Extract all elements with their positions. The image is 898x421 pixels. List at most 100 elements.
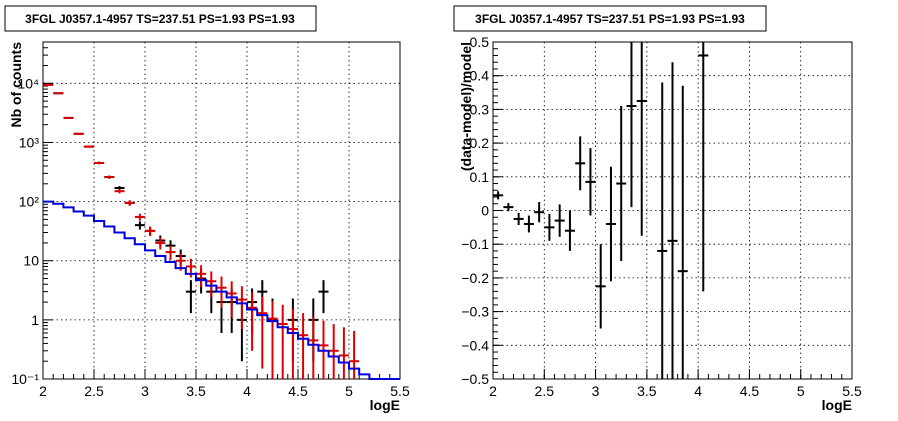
x-tick-label: 3: [141, 383, 149, 399]
left-ticks: [42, 47, 401, 380]
data-point: [513, 212, 524, 225]
model-point: [308, 316, 319, 379]
x-tick-label: 3.5: [186, 383, 206, 399]
x-tick-label: 3.5: [637, 383, 657, 399]
model-point: [287, 308, 298, 379]
x-tick-label: 4.5: [288, 383, 308, 399]
x-tick-label: 5.5: [390, 383, 410, 399]
x-tick-label: 5: [345, 383, 353, 399]
model-point: [63, 116, 74, 119]
left-y-tick-labels: 10⁻¹ 1 10 10² 10³ 10⁴: [11, 75, 39, 387]
y-tick-label: 0: [481, 203, 489, 219]
model-point: [338, 327, 349, 379]
x-tick-label: 4: [243, 383, 251, 399]
y-tick-label: −0.1: [461, 236, 489, 252]
model-point: [267, 301, 278, 379]
x-tick-label: 5: [797, 383, 805, 399]
right-title-box: [453, 5, 767, 32]
y-tick-label: 0.4: [470, 68, 490, 84]
model-point: [236, 286, 247, 330]
model-point: [53, 92, 64, 95]
model-point: [165, 246, 176, 260]
model-point: [134, 213, 145, 221]
model-point: [94, 161, 105, 165]
model-point: [114, 189, 125, 194]
model-point: [104, 175, 115, 179]
data-point: [134, 221, 145, 230]
data-point: [554, 204, 565, 237]
model-step-line: [43, 200, 400, 380]
y-tick-label: −0.3: [461, 304, 489, 320]
data-point: [318, 280, 329, 314]
left-x-tick-labels: 2 2.5 3 3.5 4 4.5 5 5.5: [39, 383, 410, 399]
y-tick-label: 10⁴: [17, 75, 39, 91]
y-tick-label: −0.2: [461, 270, 489, 286]
right-y-axis-title: (data-model)/model: [458, 42, 474, 171]
left-series: [43, 82, 400, 380]
data-point: [595, 244, 606, 329]
data-point: [523, 215, 534, 233]
model-point: [257, 296, 268, 369]
right-series: [493, 42, 709, 379]
y-tick-label: 0.5: [470, 34, 490, 50]
y-tick-label: 0.3: [470, 101, 490, 117]
model-point: [196, 265, 207, 287]
right-ticks: [492, 41, 853, 380]
data-point: [564, 210, 575, 251]
data-point: [544, 213, 555, 241]
model-point: [145, 226, 156, 236]
x-tick-label: 4: [694, 383, 702, 399]
x-tick-label: 4.5: [740, 383, 760, 399]
y-tick-label: 10: [23, 253, 39, 269]
model-point: [43, 83, 54, 86]
left-x-axis-title: logE: [370, 397, 400, 413]
data-point: [667, 62, 678, 379]
model-point: [226, 281, 237, 318]
data-point: [534, 202, 545, 223]
data-point: [677, 85, 688, 379]
model-point: [298, 313, 309, 379]
data-point: [493, 191, 504, 200]
x-tick-label: 2: [39, 383, 47, 399]
x-tick-label: 3: [592, 383, 600, 399]
y-tick-label: −0.5: [461, 371, 489, 387]
residual-panel: 3FGL J0357.1-4957 TS=237.51 PS=1.93 PS=1…: [453, 5, 862, 413]
data-point: [616, 106, 627, 262]
model-point: [73, 132, 84, 135]
data-point: [185, 280, 196, 314]
y-tick-label: 10³: [19, 134, 40, 150]
data-point: [575, 136, 586, 191]
y-tick-label: 10⁻¹: [11, 371, 39, 387]
right-grid: [493, 42, 852, 379]
y-tick-label: 0.1: [470, 169, 490, 185]
x-tick-label: 2: [489, 383, 497, 399]
right-chart-title: 3FGL J0357.1-4957 TS=237.51 PS=1.93 PS=1…: [475, 12, 745, 26]
x-tick-label: 2.5: [84, 383, 104, 399]
y-tick-label: 10²: [19, 194, 40, 210]
data-point: [636, 42, 647, 236]
right-y-tick-labels: −0.5 −0.4 −0.3 −0.2 −0.1 0 0.1 0.2 0.3 0.4 0.5: [461, 34, 489, 387]
model-point: [349, 330, 360, 379]
left-grid: [43, 42, 400, 379]
data-point: [503, 203, 514, 212]
data-point: [626, 42, 637, 208]
model-point: [155, 237, 166, 250]
y-tick-label: 0.2: [470, 135, 490, 151]
model-point: [206, 271, 217, 298]
model-point: [247, 292, 258, 351]
model-point: [277, 304, 288, 379]
y-tick-label: 1: [31, 312, 39, 328]
x-tick-label: 5.5: [842, 383, 862, 399]
right-x-axis-title: logE: [822, 397, 852, 413]
x-tick-label: 2.5: [535, 383, 555, 399]
data-point: [605, 166, 616, 282]
counts-spectrum-panel: 3FGL J0357.1-4957 TS=237.51 PS=1.93 PS=1…: [4, 5, 410, 413]
data-point: [657, 82, 668, 379]
data-point: [698, 42, 709, 292]
left-chart-title: 3FGL J0357.1-4957 TS=237.51 PS=1.93 PS=1…: [25, 12, 295, 26]
left-title-box: [4, 5, 317, 32]
y-tick-label: −0.4: [461, 337, 489, 353]
left-y-axis-title: Nb of counts: [8, 42, 24, 128]
model-point: [124, 200, 135, 206]
